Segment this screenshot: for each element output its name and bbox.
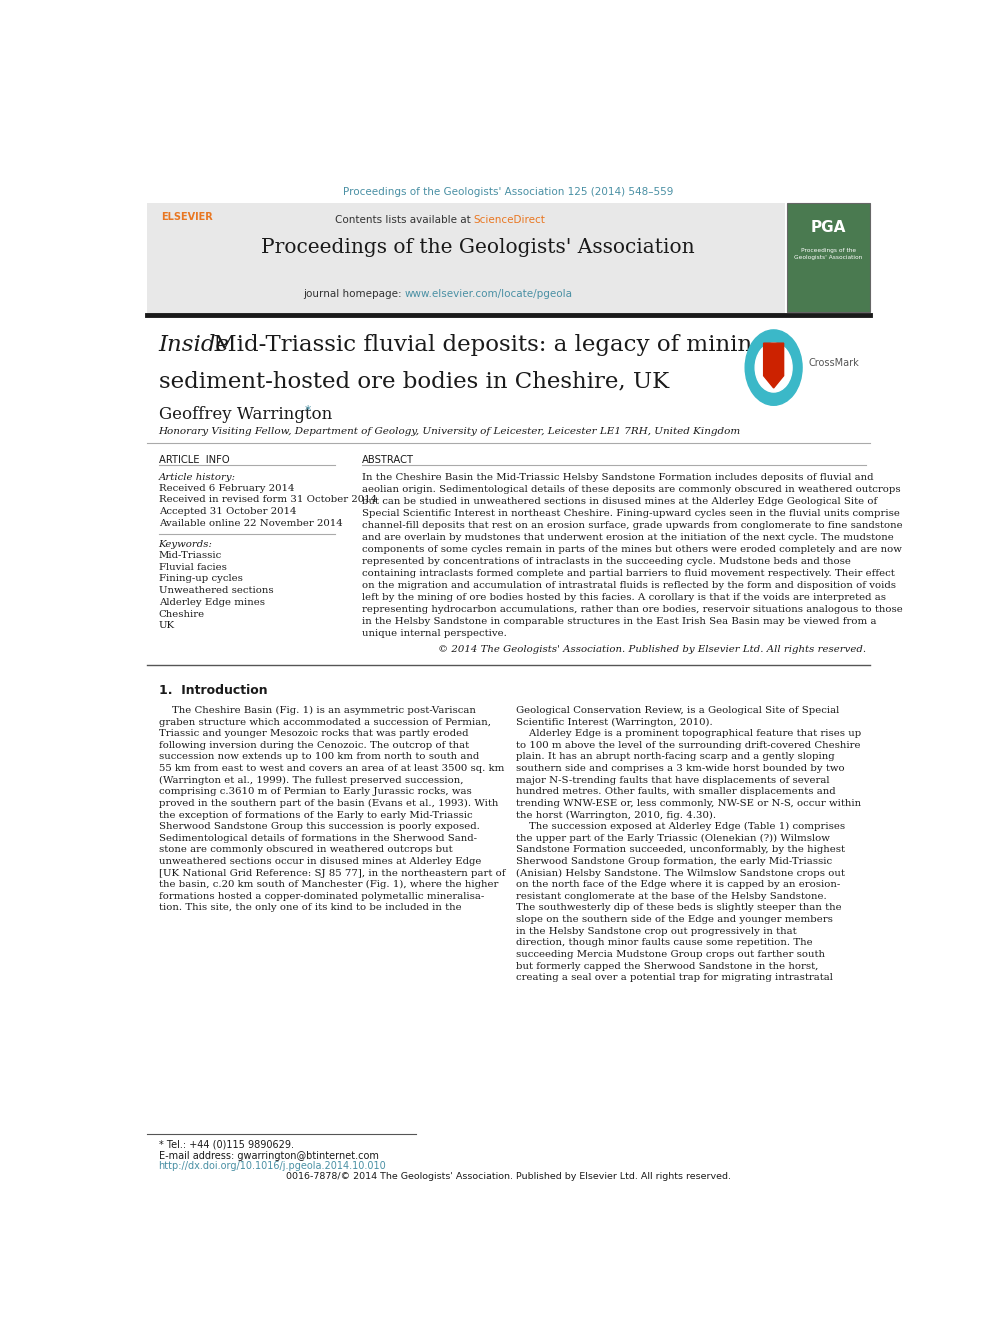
Text: channel-fill deposits that rest on an erosion surface, grade upwards from conglo: channel-fill deposits that rest on an er… [362,521,903,529]
Text: the upper part of the Early Triassic (Olenekian (?)) Wilmslow: the upper part of the Early Triassic (Ol… [516,833,830,843]
Text: Sherwood Sandstone Group formation, the early Mid-Triassic: Sherwood Sandstone Group formation, the … [516,857,832,867]
Text: Fluvial facies: Fluvial facies [159,562,226,572]
Text: direction, though minor faults cause some repetition. The: direction, though minor faults cause som… [516,938,812,947]
Text: In the Cheshire Basin the Mid-Triassic Helsby Sandstone Formation includes depos: In the Cheshire Basin the Mid-Triassic H… [362,472,874,482]
Text: Inside: Inside [159,333,229,356]
Text: the basin, c.20 km south of Manchester (Fig. 1), where the higher: the basin, c.20 km south of Manchester (… [159,880,498,889]
Text: unweathered sections occur in disused mines at Alderley Edge: unweathered sections occur in disused mi… [159,857,481,867]
Circle shape [755,343,792,392]
Text: Alderley Edge is a prominent topographical feature that rises up: Alderley Edge is a prominent topographic… [516,729,861,738]
Text: Proceedings of the
Geologists' Association: Proceedings of the Geologists' Associati… [794,249,862,259]
Text: comprising c.3610 m of Permian to Early Jurassic rocks, was: comprising c.3610 m of Permian to Early … [159,787,471,796]
Text: sediment-hosted ore bodies in Cheshire, UK: sediment-hosted ore bodies in Cheshire, … [159,370,669,393]
Text: Available online 22 November 2014: Available online 22 November 2014 [159,519,342,528]
Text: Keywords:: Keywords: [159,540,212,549]
Text: slope on the southern side of the Edge and younger members: slope on the southern side of the Edge a… [516,916,833,923]
Text: Article history:: Article history: [159,472,235,482]
Text: UK: UK [159,622,175,630]
Text: succeeding Mercia Mudstone Group crops out farther south: succeeding Mercia Mudstone Group crops o… [516,950,825,959]
Text: formations hosted a copper-dominated polymetallic mineralisa-: formations hosted a copper-dominated pol… [159,892,484,901]
Text: and are overlain by mudstones that underwent erosion at the initiation of the ne: and are overlain by mudstones that under… [362,533,894,541]
Circle shape [745,329,803,405]
Text: The southwesterly dip of these beds is slightly steeper than the: The southwesterly dip of these beds is s… [516,904,842,913]
Text: Mid-Triassic fluvial deposits: a legacy of mining: Mid-Triassic fluvial deposits: a legacy … [206,333,767,356]
Text: Geoffrey Warrington: Geoffrey Warrington [159,406,332,423]
Text: (Anisian) Helsby Sandstone. The Wilmslow Sandstone crops out: (Anisian) Helsby Sandstone. The Wilmslow… [516,869,845,877]
Text: represented by concentrations of intraclasts in the succeeding cycle. Mudstone b: represented by concentrations of intracl… [362,557,851,566]
Text: components of some cycles remain in parts of the mines but others were eroded co: components of some cycles remain in part… [362,545,902,553]
Text: graben structure which accommodated a succession of Permian,: graben structure which accommodated a su… [159,717,491,726]
Text: Proceedings of the Geologists' Association 125 (2014) 548–559: Proceedings of the Geologists' Associati… [343,188,674,197]
Text: the horst (Warrington, 2010, fig. 4.30).: the horst (Warrington, 2010, fig. 4.30). [516,811,716,820]
Text: *: * [305,405,310,417]
Text: plain. It has an abrupt north-facing scarp and a gently sloping: plain. It has an abrupt north-facing sca… [516,753,834,762]
Text: Geological Conservation Review, is a Geological Site of Special: Geological Conservation Review, is a Geo… [516,706,839,714]
Text: representing hydrocarbon accumulations, rather than ore bodies, reservoir situat: representing hydrocarbon accumulations, … [362,605,903,614]
Text: The succession exposed at Alderley Edge (Table 1) comprises: The succession exposed at Alderley Edge … [516,822,845,831]
Text: creating a seal over a potential trap for migrating intrastratal: creating a seal over a potential trap fo… [516,974,833,982]
Text: succession now extends up to 100 km from north to south and: succession now extends up to 100 km from… [159,753,479,762]
Text: stone are commonly obscured in weathered outcrops but: stone are commonly obscured in weathered… [159,845,452,855]
Text: but formerly capped the Sherwood Sandstone in the horst,: but formerly capped the Sherwood Sandsto… [516,962,818,971]
Text: but can be studied in unweathered sections in disused mines at the Alderley Edge: but can be studied in unweathered sectio… [362,496,878,505]
Text: tion. This site, the only one of its kind to be included in the: tion. This site, the only one of its kin… [159,904,461,913]
Text: following inversion during the Cenozoic. The outcrop of that: following inversion during the Cenozoic.… [159,741,469,750]
Text: The Cheshire Basin (Fig. 1) is an asymmetric post-Variscan: The Cheshire Basin (Fig. 1) is an asymme… [159,706,475,716]
Text: ScienceDirect: ScienceDirect [474,214,546,225]
Text: unique internal perspective.: unique internal perspective. [362,628,507,638]
Text: in the Helsby Sandstone in comparable structures in the East Irish Sea Basin may: in the Helsby Sandstone in comparable st… [362,617,877,626]
Text: © 2014 The Geologists' Association. Published by Elsevier Ltd. All rights reserv: © 2014 The Geologists' Association. Publ… [437,644,866,654]
Text: ABSTRACT: ABSTRACT [362,455,415,466]
Text: CrossMark: CrossMark [808,357,859,368]
Text: Accepted 31 October 2014: Accepted 31 October 2014 [159,507,296,516]
Text: Special Scientific Interest in northeast Cheshire. Fining-upward cycles seen in : Special Scientific Interest in northeast… [362,508,900,517]
FancyBboxPatch shape [147,202,786,314]
Text: proved in the southern part of the basin (Evans et al., 1993). With: proved in the southern part of the basin… [159,799,498,808]
Text: 55 km from east to west and covers an area of at least 3500 sq. km: 55 km from east to west and covers an ar… [159,765,504,773]
Text: www.elsevier.com/locate/pgeola: www.elsevier.com/locate/pgeola [405,290,572,299]
Text: major N-S-trending faults that have displacements of several: major N-S-trending faults that have disp… [516,775,829,785]
Text: Honorary Visiting Fellow, Department of Geology, University of Leicester, Leices: Honorary Visiting Fellow, Department of … [159,427,741,435]
Text: in the Helsby Sandstone crop out progressively in that: in the Helsby Sandstone crop out progres… [516,926,797,935]
Text: Alderley Edge mines: Alderley Edge mines [159,598,265,607]
Text: Cheshire: Cheshire [159,610,204,619]
Text: Proceedings of the Geologists' Association: Proceedings of the Geologists' Associati… [261,238,694,257]
Text: to 100 m above the level of the surrounding drift-covered Cheshire: to 100 m above the level of the surround… [516,741,861,750]
Text: on the migration and accumulation of intrastratal fluids is reflected by the for: on the migration and accumulation of int… [362,581,897,590]
Text: Sedimentological details of formations in the Sherwood Sand-: Sedimentological details of formations i… [159,833,476,843]
Text: Received in revised form 31 October 2014: Received in revised form 31 October 2014 [159,495,377,504]
Text: hundred metres. Other faults, with smaller displacements and: hundred metres. Other faults, with small… [516,787,835,796]
Text: 1.  Introduction: 1. Introduction [159,684,267,697]
Text: left by the mining of ore bodies hosted by this facies. A corollary is that if t: left by the mining of ore bodies hosted … [362,593,886,602]
Text: Contents lists available at: Contents lists available at [335,214,474,225]
Text: on the north face of the Edge where it is capped by an erosion-: on the north face of the Edge where it i… [516,880,840,889]
Text: Triassic and younger Mesozoic rocks that was partly eroded: Triassic and younger Mesozoic rocks that… [159,729,468,738]
Polygon shape [764,343,784,388]
Text: PGA: PGA [810,220,846,235]
Text: southern side and comprises a 3 km-wide horst bounded by two: southern side and comprises a 3 km-wide … [516,765,845,773]
Text: ELSEVIER: ELSEVIER [161,212,212,222]
Text: Scientific Interest (Warrington, 2010).: Scientific Interest (Warrington, 2010). [516,717,713,726]
FancyBboxPatch shape [787,202,870,312]
Text: Sandstone Formation succeeded, unconformably, by the highest: Sandstone Formation succeeded, unconform… [516,845,845,855]
Text: Unweathered sections: Unweathered sections [159,586,273,595]
Text: 0016-7878/© 2014 The Geologists' Association. Published by Elsevier Ltd. All rig: 0016-7878/© 2014 The Geologists' Associa… [286,1172,731,1181]
Text: E-mail address: gwarrington@btinternet.com: E-mail address: gwarrington@btinternet.c… [159,1151,379,1162]
Text: http://dx.doi.org/10.1016/j.pgeola.2014.10.010: http://dx.doi.org/10.1016/j.pgeola.2014.… [159,1162,386,1171]
Text: trending WNW-ESE or, less commonly, NW-SE or N-S, occur within: trending WNW-ESE or, less commonly, NW-S… [516,799,861,808]
Text: * Tel.: +44 (0)115 9890629.: * Tel.: +44 (0)115 9890629. [159,1140,294,1150]
Text: resistant conglomerate at the base of the Helsby Sandstone.: resistant conglomerate at the base of th… [516,892,827,901]
Text: Fining-up cycles: Fining-up cycles [159,574,242,583]
Text: Sherwood Sandstone Group this succession is poorly exposed.: Sherwood Sandstone Group this succession… [159,822,479,831]
Text: the exception of formations of the Early to early Mid-Triassic: the exception of formations of the Early… [159,811,472,819]
Text: journal homepage:: journal homepage: [303,290,405,299]
Text: containing intraclasts formed complete and partial barriers to fluid movement re: containing intraclasts formed complete a… [362,569,895,578]
Text: Mid-Triassic: Mid-Triassic [159,550,222,560]
Text: aeolian origin. Sedimentological details of these deposits are commonly obscured: aeolian origin. Sedimentological details… [362,484,901,493]
Text: Received 6 February 2014: Received 6 February 2014 [159,484,294,492]
Text: ARTICLE  INFO: ARTICLE INFO [159,455,229,466]
Text: [UK National Grid Reference: SJ 85 77], in the northeastern part of: [UK National Grid Reference: SJ 85 77], … [159,869,505,877]
Text: (Warrington et al., 1999). The fullest preserved succession,: (Warrington et al., 1999). The fullest p… [159,775,463,785]
